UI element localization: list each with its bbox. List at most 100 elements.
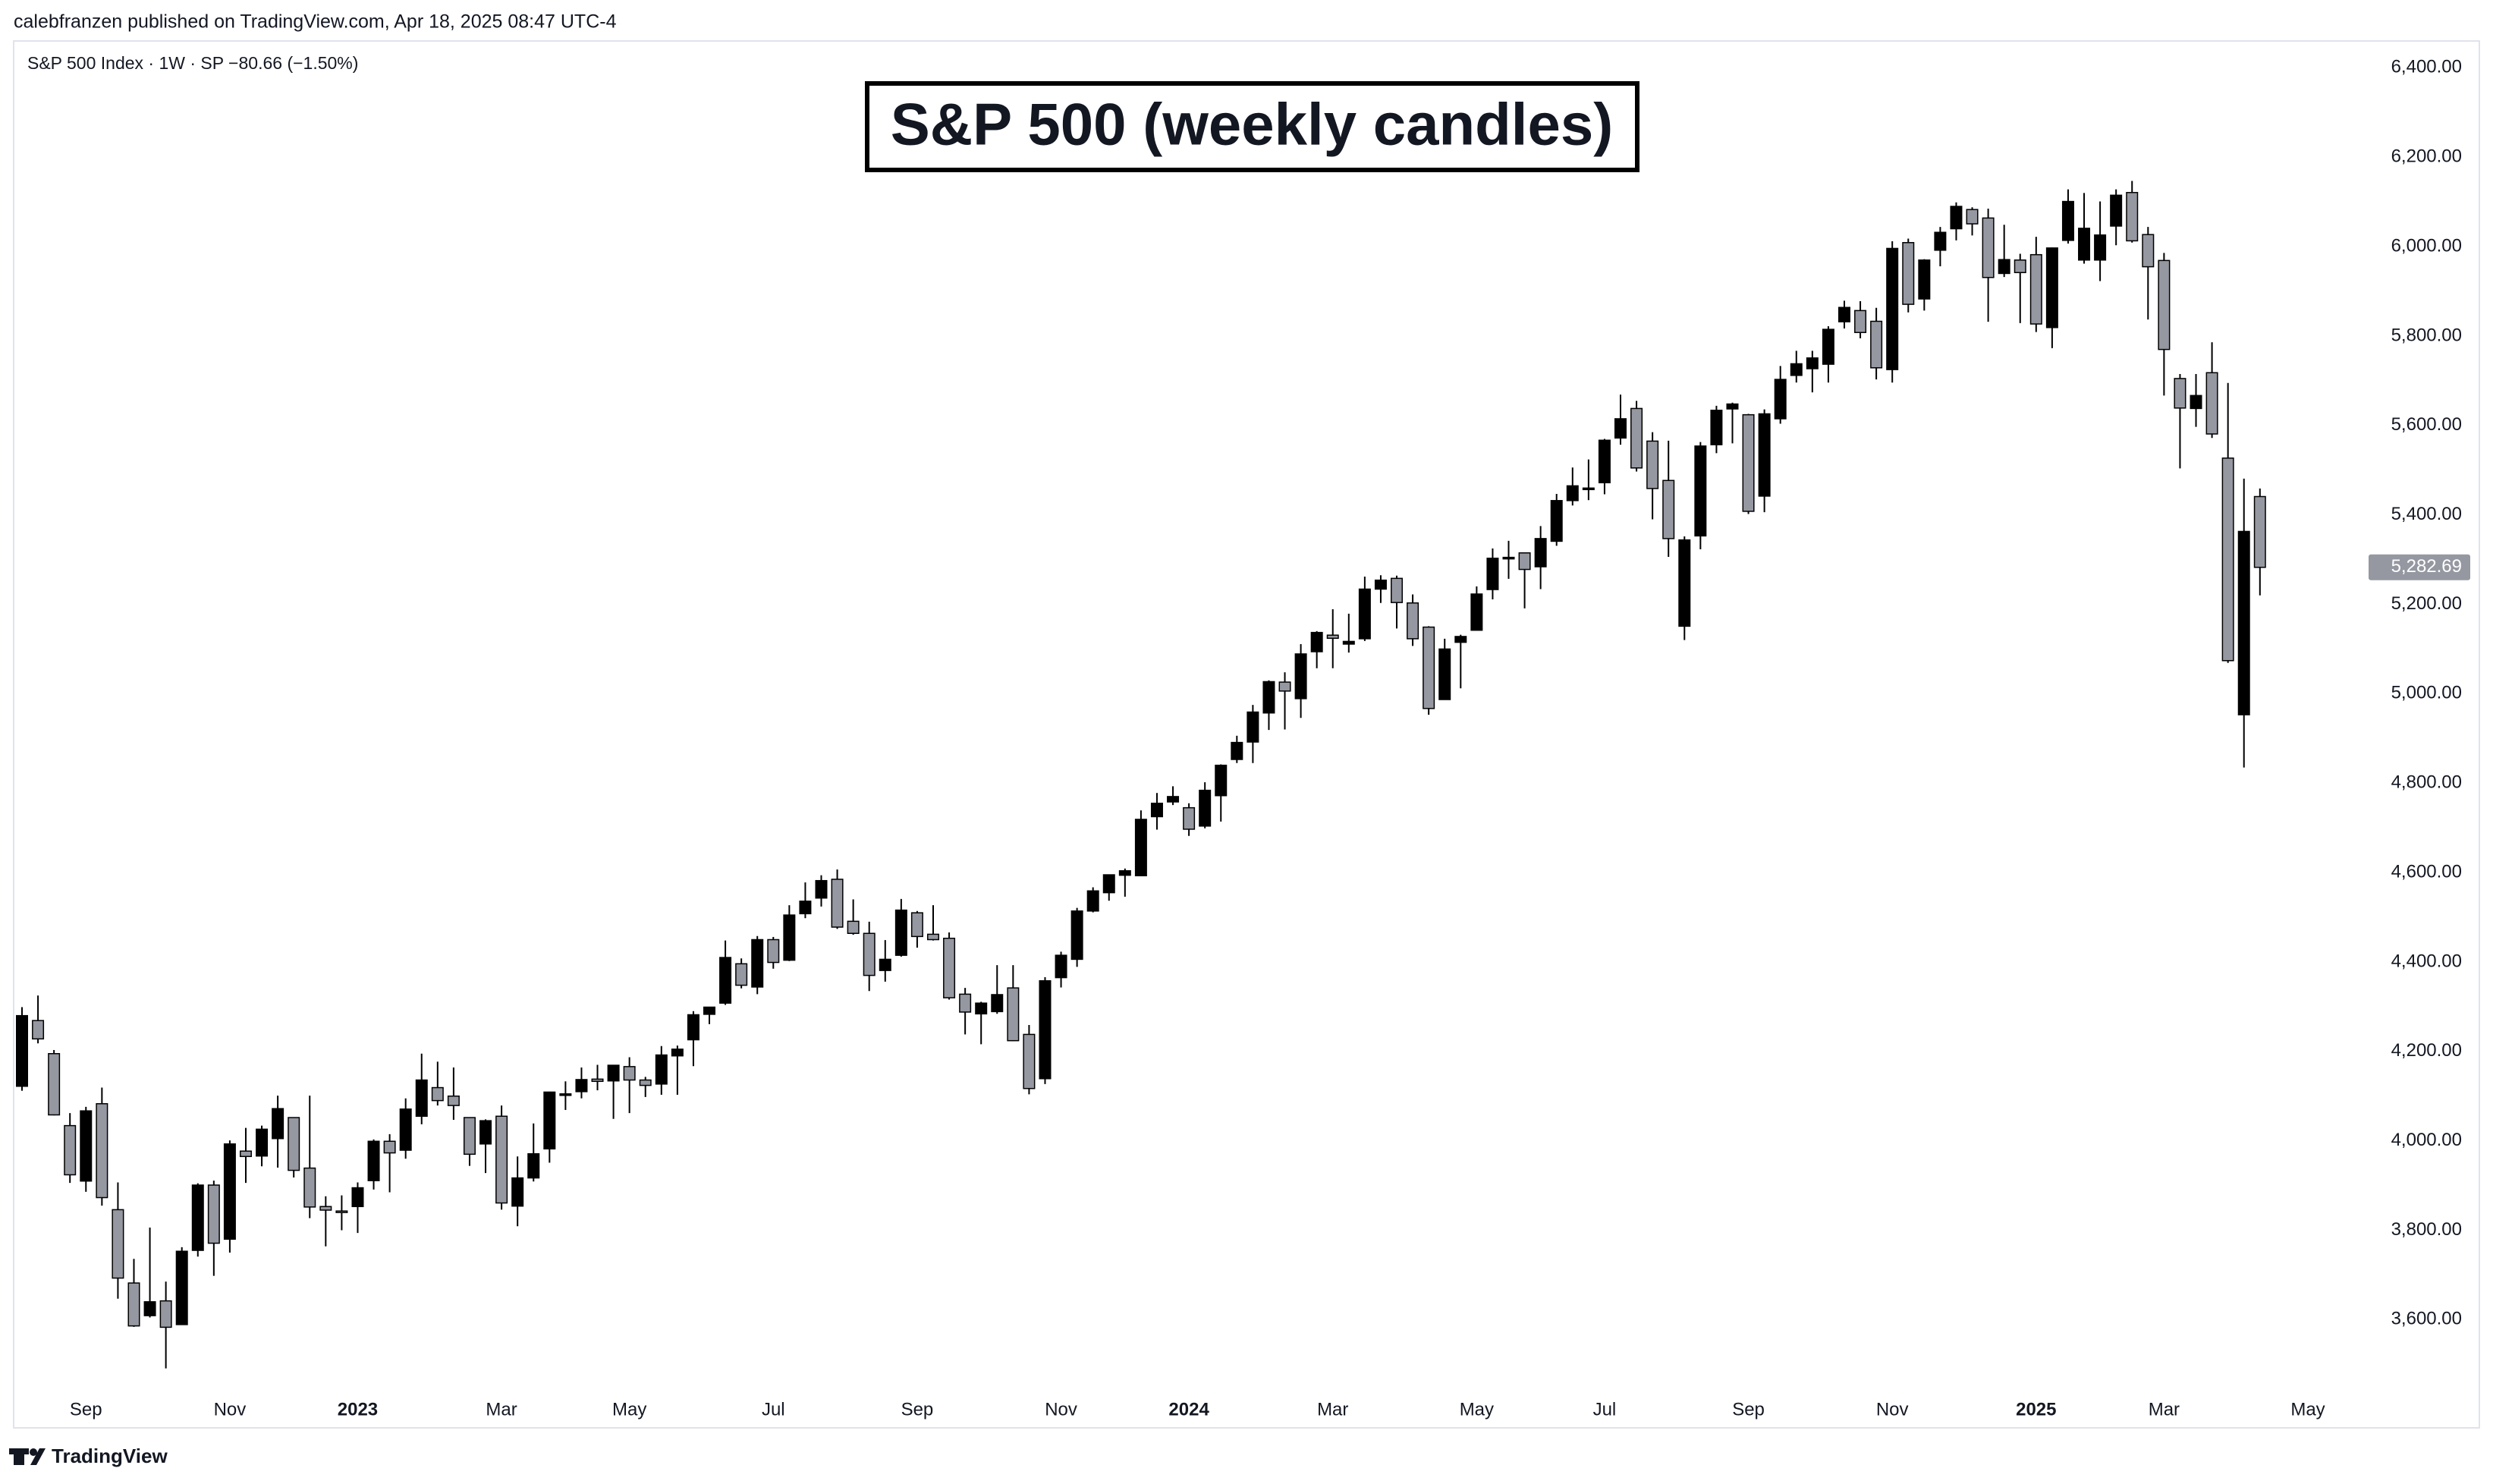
candle-body (1326, 634, 1339, 640)
candle-body (1774, 379, 1787, 420)
y-tick-label: 3,600.00 (2391, 1309, 2462, 1329)
candle-body (2158, 259, 2171, 351)
candle-body (991, 994, 1004, 1013)
candle-body (623, 1066, 636, 1081)
candle-body (2174, 378, 2186, 409)
candle-body (1662, 479, 1675, 539)
candle-body (1550, 500, 1563, 542)
candle-body (303, 1167, 316, 1208)
candle-body (1582, 487, 1595, 491)
y-tick-label: 5,200.00 (2391, 593, 2462, 614)
y-tick-label: 5,000.00 (2391, 683, 2462, 703)
x-tick-label: 2023 (338, 1399, 378, 1420)
candle-body (1790, 363, 1803, 376)
candle-body (1950, 206, 1963, 230)
candle-body (1758, 413, 1771, 497)
candle-body (910, 912, 923, 938)
candle-body (1886, 247, 1899, 370)
candle-body (1598, 439, 1611, 483)
candle-body (1007, 987, 1020, 1042)
candle-body (799, 901, 812, 915)
x-tick-label: May (2290, 1399, 2325, 1420)
candle-body (112, 1209, 124, 1279)
candle-body (1183, 806, 1196, 830)
y-tick-label: 6,000.00 (2391, 235, 2462, 256)
candle-body (367, 1140, 380, 1181)
x-tick-label: Mar (2149, 1399, 2180, 1420)
candle-body (1102, 874, 1115, 894)
candle-body (2045, 247, 2058, 329)
y-tick-label: 4,200.00 (2391, 1040, 2462, 1061)
candle-body (1039, 979, 1052, 1080)
candle-body (1934, 231, 1947, 251)
candle-body (1534, 538, 1547, 568)
plot-area: 3,600.00 3,800.00 4,000.00 4,200.00 4,400.00… (16, 57, 2470, 1420)
candle-body (143, 1301, 156, 1316)
candle-body (288, 1117, 300, 1171)
candle-body (894, 909, 907, 956)
candle-body (671, 1049, 684, 1057)
candle-body (2142, 234, 2155, 268)
candle-body (32, 1020, 45, 1040)
candle-body (447, 1095, 460, 1106)
candle-body (1966, 209, 1979, 225)
candle-body (751, 939, 764, 988)
candle-body (879, 958, 891, 971)
candle-body (80, 1110, 93, 1182)
candle-body (1470, 593, 1483, 631)
candle-body (1502, 556, 1515, 560)
x-tick-label: May (1460, 1399, 1494, 1420)
candle-body (2126, 192, 2139, 242)
candle-body (1486, 558, 1499, 590)
tradingview-logo (9, 1448, 46, 1465)
x-tick-label: Mar (1317, 1399, 1348, 1420)
symbol-legend: S&P 500 Index · 1W · SP −80.66 (−1.50%) (27, 53, 358, 73)
candle-body (1358, 588, 1371, 640)
candle-body (1294, 653, 1307, 700)
candle-body (335, 1210, 348, 1213)
candle-body (256, 1128, 269, 1157)
candle-body (1167, 796, 1180, 803)
candle-body (767, 939, 780, 964)
x-tick-label: Jul (762, 1399, 785, 1420)
x-tick-label: Nov (1045, 1399, 1077, 1420)
candle-body (559, 1093, 572, 1096)
x-tick-label: Jul (1593, 1399, 1617, 1420)
y-tick-label: 5,600.00 (2391, 414, 2462, 435)
last-price-label: 5,282.69 (2391, 556, 2462, 577)
candle-body (1023, 1033, 1036, 1089)
candle-body (511, 1177, 524, 1207)
y-tick-label: 4,000.00 (2391, 1130, 2462, 1150)
y-tick-label: 6,400.00 (2391, 57, 2462, 77)
candle-body (1902, 242, 1915, 305)
candle-body (1391, 577, 1404, 603)
x-tick-label: Sep (1732, 1399, 1765, 1420)
x-tick-label: Sep (70, 1399, 102, 1420)
candle-body (527, 1153, 540, 1179)
x-tick-label: Mar (486, 1399, 517, 1420)
candle-body (2110, 194, 2123, 227)
candle-body (2253, 495, 2266, 568)
candle-body (1726, 403, 1739, 410)
candle-body (1918, 259, 1931, 300)
candle-body (463, 1117, 476, 1155)
candle-body (1678, 539, 1691, 627)
chart-title: S&P 500 (weekly candles) (891, 91, 1613, 158)
candle-body (2061, 200, 2074, 241)
candle-body (1998, 259, 2010, 275)
candle-body (783, 914, 796, 961)
x-tick-label: Nov (1876, 1399, 1909, 1420)
candle-body (64, 1124, 77, 1176)
candle-body (687, 1014, 699, 1041)
x-tick-label: 2024 (1168, 1399, 1209, 1420)
candle-body (1854, 310, 1867, 333)
candle-body (1438, 648, 1451, 700)
candle-body (1838, 307, 1850, 322)
y-tick-label: 3,800.00 (2391, 1219, 2462, 1240)
candle-body (1407, 602, 1419, 640)
candle-body (2078, 228, 2091, 261)
candle-body (383, 1140, 396, 1154)
candle-body (1646, 440, 1659, 489)
y-tick-label: 6,200.00 (2391, 146, 2462, 167)
